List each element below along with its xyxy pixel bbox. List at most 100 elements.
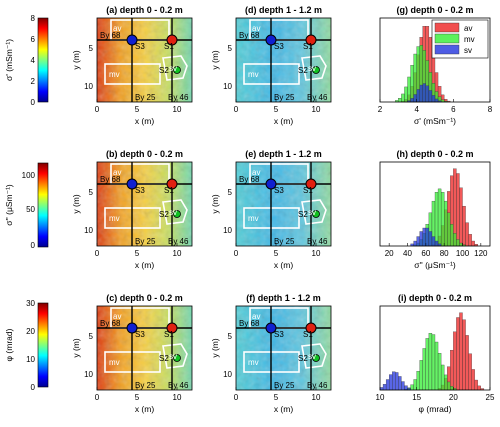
histogram-bar [425, 85, 430, 103]
sensor-label: S2 [159, 354, 169, 363]
borehole-label: By 68 [239, 175, 260, 184]
x-axis-label: x (m) [135, 404, 155, 414]
histogram-bar [392, 371, 396, 391]
histogram-bar [410, 65, 414, 103]
sensor-s1-marker [305, 178, 317, 190]
x-tick-label: 100 [456, 249, 470, 258]
x-axis-label: x (m) [135, 260, 155, 270]
panel-title: (b) depth 0 - 0.2 m [106, 149, 183, 159]
histogram-bar [477, 385, 481, 391]
map-frame [96, 161, 193, 247]
histogram-bar [401, 381, 405, 391]
histogram-bar [413, 240, 417, 247]
borehole-label: By 25 [274, 237, 295, 246]
histogram-bar [453, 233, 457, 247]
zone-label: mv [109, 70, 120, 79]
y-tick-label: 5 [228, 332, 233, 341]
histogram-bar [431, 236, 436, 247]
colorbar-tick: 0 [31, 383, 36, 392]
map-texture [97, 18, 192, 102]
histogram-bar [434, 341, 439, 391]
panel-title: (g) depth 0 - 0.2 m [396, 5, 473, 15]
map-panel: (d) depth 1 - 1.2 m By 68 S3 S1 S2 By 25 By 46… [210, 5, 332, 126]
vegetation-outline [301, 199, 327, 225]
colorbar-tick: 0 [31, 241, 36, 250]
x-axis-label: x (m) [135, 116, 155, 126]
zone-label: av [113, 168, 121, 177]
histogram-bar [459, 187, 463, 247]
x-axis-label: x (m) [274, 404, 294, 414]
y-tick-label: 10 [84, 370, 93, 379]
zone-label: mv [248, 214, 259, 223]
zone-label: mv [109, 358, 120, 367]
y-tick-label: 10 [84, 226, 93, 235]
histogram-bar [419, 231, 423, 247]
borehole-label: By 68 [239, 319, 260, 328]
y-tick-label: 10 [223, 82, 232, 91]
sensor-label: S3 [135, 42, 145, 51]
plot-frame [379, 305, 491, 391]
borehole-label: By 68 [100, 31, 121, 40]
x-tick-label: 10 [173, 249, 182, 258]
histogram-panel: (g) depth 0 - 0.2 m 2 4 6 8 σ' (mSm⁻¹) av mv sv [378, 5, 493, 126]
x-tick-label: 5 [274, 393, 279, 402]
histogram-bar [422, 83, 426, 103]
sensor-s3-marker [126, 34, 138, 46]
x-tick-label: 10 [312, 393, 321, 402]
sensor-s2-marker [173, 354, 181, 362]
y-tick-label: 5 [228, 44, 233, 53]
x-tick-label: 10 [312, 249, 321, 258]
y-tick-label: 5 [89, 188, 94, 197]
borehole-label: By 68 [100, 319, 121, 328]
colorbar-label: σ' (mSm⁻¹) [4, 39, 14, 81]
histogram-panel: (h) depth 0 - 0.2 m 20 40 60 80 100 120 σ'' (μS… [379, 149, 491, 270]
histogram-bar [459, 242, 463, 247]
borehole-label: By 46 [168, 381, 189, 390]
borehole-label: By 25 [274, 381, 295, 390]
zone-label: sv [169, 208, 177, 217]
colorbar-tick: 8 [31, 14, 36, 23]
histogram-bar [450, 349, 454, 391]
x-tick-label: 4 [414, 105, 419, 114]
panel-title: (f) depth 1 - 1.2 m [246, 293, 321, 303]
map-panel: (c) depth 0 - 0.2 m By 68 S3 S1 S2 By 25 By 46… [71, 293, 193, 414]
x-tick-label: 10 [173, 393, 182, 402]
panel-title: (h) depth 0 - 0.2 m [396, 149, 473, 159]
borehole-label: By 25 [135, 93, 156, 102]
legend-swatch [434, 33, 460, 44]
vegetation-outline [301, 55, 327, 81]
x-tick-label: 25 [486, 393, 495, 402]
sensor-s3-marker [126, 322, 138, 334]
sensor-s2-marker [173, 66, 181, 74]
x-tick-label: 2 [378, 105, 383, 114]
map-frame [235, 17, 332, 103]
histogram-bar [453, 331, 457, 391]
histogram-bar [471, 369, 475, 391]
zone-label: mv [248, 358, 259, 367]
map-texture [236, 162, 331, 246]
histogram-bar [428, 231, 433, 247]
zone-label: mv [248, 70, 259, 79]
zone-label: sv [308, 208, 316, 217]
colorbar-label: σ'' (μSm⁻¹) [4, 184, 14, 226]
borehole-label: By 46 [307, 93, 328, 102]
borehole-label: By 46 [168, 237, 189, 246]
x-tick-label: 80 [440, 249, 449, 258]
plot-frame [379, 161, 491, 247]
zone-label: av [252, 168, 260, 177]
colorbar-tick: 2 [31, 77, 36, 86]
histogram-bar [462, 319, 466, 391]
sensor-s3-marker [265, 34, 277, 46]
y-tick-label: 10 [223, 226, 232, 235]
sensor-s2-marker [312, 210, 320, 218]
histogram-bar [389, 374, 393, 391]
x-axis-label: x (m) [274, 260, 294, 270]
x-tick-label: 20 [385, 249, 394, 258]
vegetation-outline [162, 199, 188, 225]
x-tick-label: 0 [95, 393, 100, 402]
histogram-bar [440, 364, 445, 391]
y-axis-label: y (m) [210, 194, 220, 214]
sensor-s3-marker [265, 178, 277, 190]
y-tick-label: 5 [89, 332, 94, 341]
legend-label: sv [464, 46, 472, 55]
